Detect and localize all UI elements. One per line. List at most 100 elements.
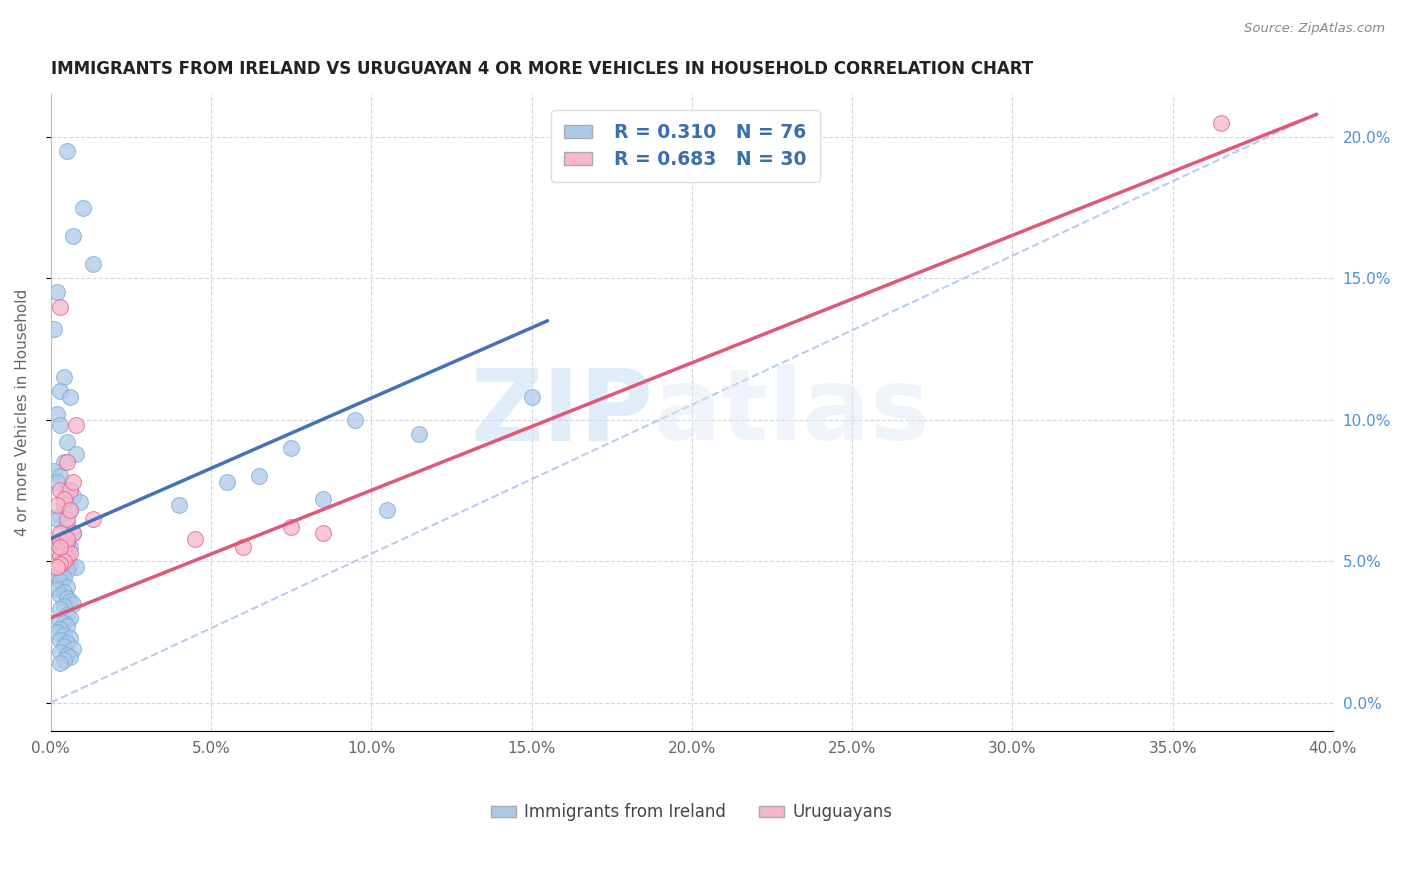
Point <box>62 525 84 540</box>
Point <box>49 525 72 540</box>
Y-axis label: 4 or more Vehicles in Household: 4 or more Vehicles in Household <box>15 289 30 536</box>
Point <box>49 656 72 670</box>
Point <box>49 622 72 636</box>
Point <box>49 508 72 523</box>
Point <box>56 532 79 546</box>
Point <box>42 322 65 336</box>
Point <box>184 532 207 546</box>
Point <box>49 483 72 498</box>
Point <box>46 512 69 526</box>
Point <box>52 532 75 546</box>
Point <box>49 540 72 554</box>
Point <box>46 537 69 551</box>
Point <box>62 641 84 656</box>
Point <box>46 498 69 512</box>
Point <box>280 441 302 455</box>
Point <box>59 540 82 554</box>
Point <box>59 483 82 498</box>
Point <box>59 546 82 560</box>
Point <box>49 384 72 399</box>
Point <box>49 614 72 628</box>
Point <box>56 580 79 594</box>
Point <box>56 537 79 551</box>
Point <box>56 435 79 450</box>
Point <box>56 455 79 469</box>
Point <box>56 563 79 577</box>
Point <box>49 549 72 563</box>
Point <box>312 525 335 540</box>
Point <box>49 300 72 314</box>
Point <box>56 546 79 560</box>
Point <box>52 616 75 631</box>
Point <box>46 285 69 300</box>
Point <box>49 534 72 549</box>
Point <box>49 574 72 588</box>
Point <box>52 653 75 667</box>
Point <box>46 407 69 421</box>
Point <box>377 503 399 517</box>
Text: atlas: atlas <box>654 364 929 461</box>
Point <box>52 370 75 384</box>
Point <box>217 475 239 489</box>
Point <box>52 542 75 557</box>
Point <box>232 540 254 554</box>
Point <box>312 491 335 506</box>
Point <box>52 628 75 642</box>
Point <box>408 426 430 441</box>
Point <box>59 557 82 571</box>
Point <box>49 534 72 549</box>
Point <box>167 498 190 512</box>
Point <box>62 475 84 489</box>
Point <box>280 520 302 534</box>
Point <box>42 464 65 478</box>
Point <box>59 650 82 665</box>
Point <box>59 390 82 404</box>
Point <box>62 228 84 243</box>
Point <box>52 554 75 568</box>
Point <box>72 201 94 215</box>
Point <box>56 483 79 498</box>
Point <box>62 597 84 611</box>
Point <box>52 455 75 469</box>
Point <box>56 648 79 662</box>
Point <box>52 532 75 546</box>
Point <box>59 631 82 645</box>
Point <box>49 469 72 483</box>
Point <box>344 413 367 427</box>
Point <box>56 619 79 633</box>
Point <box>52 599 75 614</box>
Point <box>82 512 104 526</box>
Text: ZIP: ZIP <box>471 364 654 461</box>
Point <box>56 607 79 622</box>
Point <box>49 557 72 571</box>
Text: Source: ZipAtlas.com: Source: ZipAtlas.com <box>1244 22 1385 36</box>
Point <box>46 568 69 582</box>
Point <box>49 549 72 563</box>
Point <box>56 517 79 532</box>
Point <box>49 602 72 616</box>
Point <box>46 624 69 639</box>
Point <box>1209 116 1232 130</box>
Point <box>52 571 75 585</box>
Point <box>65 447 87 461</box>
Point <box>49 566 72 580</box>
Point <box>65 559 87 574</box>
Point <box>46 475 69 489</box>
Point <box>59 503 82 517</box>
Point <box>69 495 91 509</box>
Text: IMMIGRANTS FROM IRELAND VS URUGUAYAN 4 OR MORE VEHICLES IN HOUSEHOLD CORRELATION: IMMIGRANTS FROM IRELAND VS URUGUAYAN 4 O… <box>51 60 1033 78</box>
Point <box>49 645 72 659</box>
Point <box>56 144 79 158</box>
Point <box>56 591 79 605</box>
Point <box>82 257 104 271</box>
Point <box>520 390 543 404</box>
Point <box>49 633 72 648</box>
Point <box>46 582 69 597</box>
Point <box>59 611 82 625</box>
Point <box>52 639 75 653</box>
Point <box>46 559 69 574</box>
Point <box>52 554 75 568</box>
Point <box>52 585 75 599</box>
Legend: Immigrants from Ireland, Uruguayans: Immigrants from Ireland, Uruguayans <box>484 797 900 828</box>
Point <box>59 503 82 517</box>
